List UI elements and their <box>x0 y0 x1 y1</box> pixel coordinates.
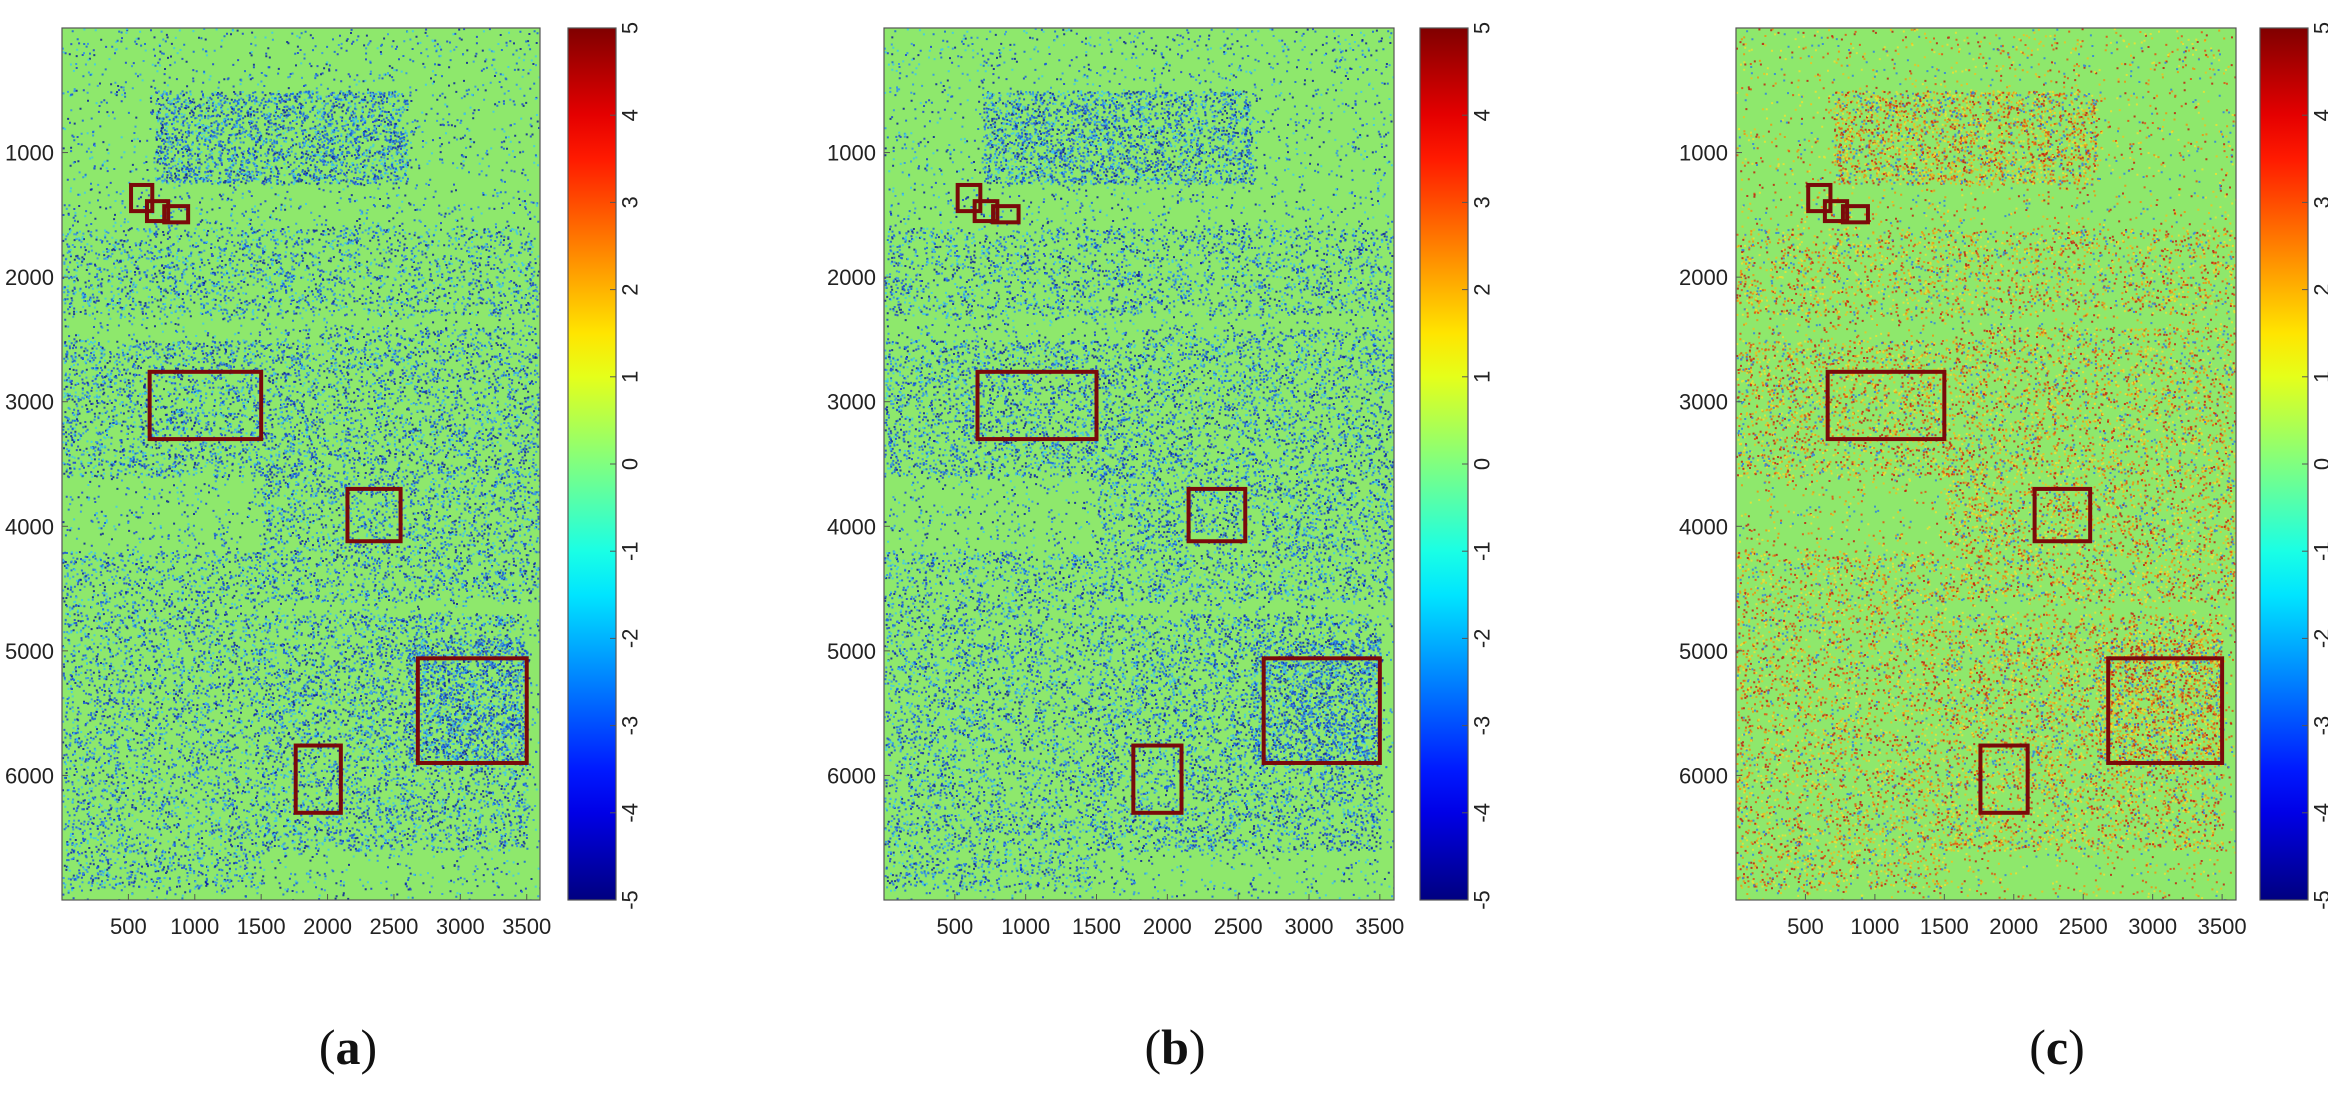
y-tick-label: 6000 <box>1679 763 1728 788</box>
panel-b: 500 1000 1500 2000 2500 3000 3500 1000 2000 3000 4… <box>827 22 1494 939</box>
colorbar-tick-label: -3 <box>1470 716 1495 736</box>
colorbar-tick-label: 1 <box>2310 371 2328 383</box>
y-tick-label: 1000 <box>5 141 54 166</box>
colorbar-tick-label: -3 <box>2310 716 2328 736</box>
colorbar-tick-label: 2 <box>2310 283 2328 295</box>
colorbar-tick-label: -2 <box>1470 629 1495 649</box>
colorbar-tick-label: -1 <box>2310 541 2328 561</box>
x-tick-label: 1500 <box>1920 914 1969 939</box>
colorbar-tick-label: -1 <box>1470 541 1495 561</box>
x-tick-label: 2000 <box>1989 914 2038 939</box>
colorbar-tick-label: 4 <box>2310 109 2328 121</box>
panel-label-b: (b) <box>1075 1018 1275 1076</box>
colorbar-tick-label: 0 <box>2310 458 2328 470</box>
panel-a: 500 1000 1500 2000 2500 3000 3500 1000 2000 3000 4… <box>5 22 642 939</box>
colorbar-tick-label: 3 <box>618 196 643 208</box>
y-tick-label: 5000 <box>827 639 876 664</box>
colorbar-tick-label: 2 <box>618 283 643 295</box>
y-tick-label: 6000 <box>827 763 876 788</box>
x-tick-label: 2000 <box>303 914 352 939</box>
map-background <box>884 28 1394 900</box>
colorbar-tick-label: 0 <box>618 458 643 470</box>
colorbar-tick-label: -2 <box>2310 629 2328 649</box>
x-tick-label: 3500 <box>502 914 551 939</box>
y-tick-label: 6000 <box>5 763 54 788</box>
y-tick-label: 2000 <box>5 265 54 290</box>
y-tick-label: 2000 <box>827 265 876 290</box>
x-tick-label: 3000 <box>436 914 485 939</box>
colorbar <box>1420 28 1468 900</box>
y-tick-label: 3000 <box>827 390 876 415</box>
colorbar-tick-label: -1 <box>618 541 643 561</box>
colorbar-tick-label: -5 <box>1470 890 1495 910</box>
colorbar-tick-label: -4 <box>618 803 643 823</box>
colorbar-tick-label: -2 <box>618 629 643 649</box>
x-tick-label: 500 <box>110 914 147 939</box>
colorbar-tick-label: 1 <box>1470 371 1495 383</box>
colorbar-tick-label: 1 <box>618 371 643 383</box>
y-tick-label: 1000 <box>1679 141 1728 166</box>
x-tick-label: 2500 <box>369 914 418 939</box>
y-tick-label: 4000 <box>1679 514 1728 539</box>
x-tick-label: 2500 <box>2059 914 2108 939</box>
colorbar-tick-label: 4 <box>1470 109 1495 121</box>
colorbar-tick-label: 5 <box>2310 22 2328 34</box>
x-tick-label: 1000 <box>1001 914 1050 939</box>
colorbar-tick-label: 2 <box>1470 283 1495 295</box>
y-tick-label: 2000 <box>1679 265 1728 290</box>
y-tick-label: 3000 <box>1679 390 1728 415</box>
y-tick-label: 1000 <box>827 141 876 166</box>
x-tick-label: 1000 <box>1850 914 1899 939</box>
colorbar-tick-label: 0 <box>1470 458 1495 470</box>
colorbar <box>2260 28 2308 900</box>
colorbar-tick-label: 3 <box>1470 196 1495 208</box>
panel-label-a: (a) <box>248 1018 448 1076</box>
y-tick-label: 4000 <box>5 514 54 539</box>
colorbar-tick-label: -3 <box>618 716 643 736</box>
colorbar-tick-label: -4 <box>2310 803 2328 823</box>
panel-label-c: (c) <box>1957 1018 2157 1076</box>
x-tick-label: 1500 <box>1072 914 1121 939</box>
x-tick-label: 3500 <box>1355 914 1404 939</box>
y-tick-label: 5000 <box>5 639 54 664</box>
x-tick-label: 2000 <box>1143 914 1192 939</box>
x-tick-label: 3000 <box>1285 914 1334 939</box>
colorbar-tick-label: -4 <box>1470 803 1495 823</box>
panel-c: 500 1000 1500 2000 2500 3000 3500 1000 2000 3000 4… <box>1679 22 2328 939</box>
y-tick-label: 4000 <box>827 514 876 539</box>
colorbar-tick-label: 5 <box>1470 22 1495 34</box>
x-tick-label: 3500 <box>2198 914 2247 939</box>
map-background <box>1736 28 2236 900</box>
colorbar-tick-label: -5 <box>2310 890 2328 910</box>
y-tick-label: 3000 <box>5 390 54 415</box>
x-tick-label: 1000 <box>170 914 219 939</box>
x-tick-label: 3000 <box>2128 914 2177 939</box>
x-tick-label: 1500 <box>237 914 286 939</box>
x-tick-label: 2500 <box>1214 914 1263 939</box>
x-tick-label: 500 <box>936 914 973 939</box>
colorbar <box>568 28 616 900</box>
colorbar-tick-label: 3 <box>2310 196 2328 208</box>
colorbar-tick-label: -5 <box>618 890 643 910</box>
colorbar-tick-label: 5 <box>618 22 643 34</box>
colorbar-tick-label: 4 <box>618 109 643 121</box>
y-tick-label: 5000 <box>1679 639 1728 664</box>
x-tick-label: 500 <box>1787 914 1824 939</box>
